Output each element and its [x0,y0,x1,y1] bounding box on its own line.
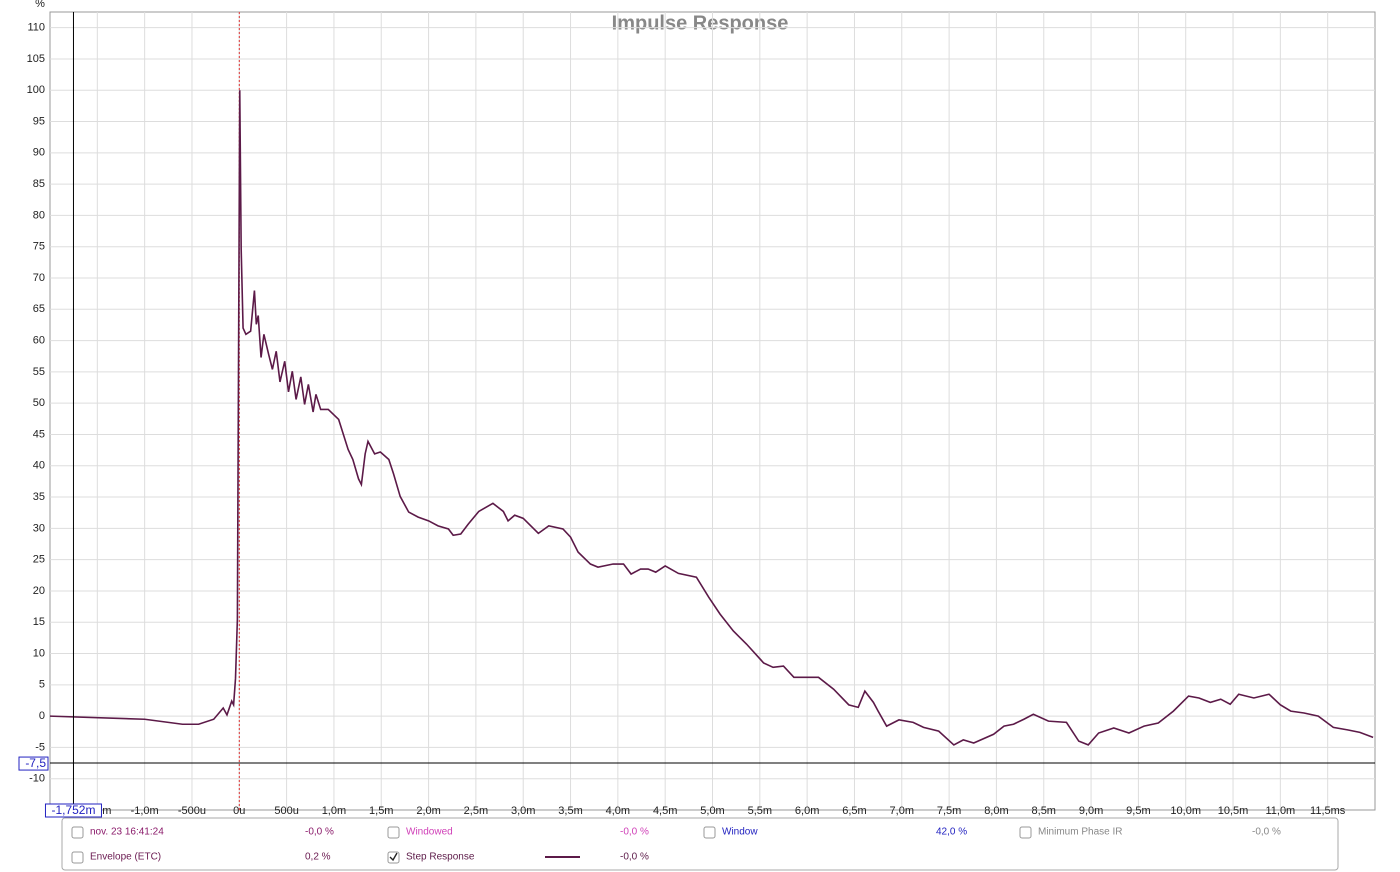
checkbox[interactable] [71,826,84,839]
x-tick-label: 0u [233,805,245,817]
y-tick-label: 50 [33,397,45,409]
checkbox[interactable] [387,826,400,839]
y-tick-label: 95 [33,115,45,127]
y-tick-label: -10 [29,773,45,785]
y-tick-label: 0 [39,710,45,722]
x-tick-label: 9,0m [1079,805,1103,817]
legend-label: nov. 23 16:41:24 [90,827,164,838]
x-tick-label: 8,5m [1032,805,1056,817]
y-tick-label: 15 [33,616,45,628]
x-tick-label: -500u [178,805,206,817]
x-tick-label: 2,5m [464,805,488,817]
x-tick-label: 6,0m [795,805,819,817]
y-tick-label: 55 [33,366,45,378]
y-tick-label: 35 [33,491,45,503]
x-tick-label: 6,5m [842,805,866,817]
x-tick-label: 5,0m [700,805,724,817]
y-tick-label: 80 [33,209,45,221]
x-tick-label: 1,5m [369,805,393,817]
checkbox[interactable] [71,851,84,864]
y-unit: % [35,0,45,10]
x-tick-label: 1,0m [322,805,346,817]
x-tick-label: 4,5m [653,805,677,817]
y-tick-label: 105 [27,53,45,65]
legend-label: Envelope (ETC) [90,852,161,863]
x-tick-label: 4,0m [606,805,630,817]
legend-value: -0,0 % [1252,827,1281,838]
y-tick-label: 85 [33,178,45,190]
y-tick-label: 40 [33,460,45,472]
x-tick-label: -1,0m [131,805,159,817]
legend-value: 42,0 % [936,827,967,838]
cursor-x-label: -1,752m [51,803,95,817]
y-tick-label: 30 [33,522,45,534]
y-tick-label: 75 [33,241,45,253]
x-tick-label: 11,0m [1265,805,1295,817]
checkmark [389,852,398,862]
y-tick-label: 20 [33,585,45,597]
x-tick-label: 5,5m [748,805,772,817]
cursor-y-box [18,756,49,771]
x-tick-label: 3,0m [511,805,535,817]
x-tick-label: 7,5m [937,805,961,817]
legend-label: Step Response [406,852,475,863]
legend-label: Minimum Phase IR [1038,827,1122,838]
y-tick-label: 65 [33,303,45,315]
y-tick-label: 90 [33,147,45,159]
cursor-x-box [44,803,102,818]
series-line [49,90,1374,746]
cursor-y-label: -7,5 [25,756,46,770]
chart-title: Impulse Response [612,12,789,34]
y-tick-label: 110 [27,22,45,34]
x-tick-label: 10,0m [1170,805,1201,817]
x-tick-label: 3,5m [558,805,582,817]
legend-label: Window [722,827,758,838]
x-tick-label: 9,5m [1126,805,1150,817]
legend-value: -0,0 % [620,827,649,838]
y-tick-label: -5 [35,741,45,753]
y-tick-label: 70 [33,272,45,284]
legend-value: -0,0 % [305,827,334,838]
y-tick-label: 100 [27,84,45,96]
y-tick-label: 45 [33,428,45,440]
y-tick-label: 25 [33,554,45,566]
x-tick-label: 2,0m [416,805,440,817]
legend-box [61,817,1339,871]
x-tick-label: 7,0m [890,805,914,817]
legend-value: 0,2 % [305,852,331,863]
checkbox[interactable] [703,826,716,839]
y-tick-label: 60 [33,334,45,346]
x-tick-label: 500u [274,805,298,817]
y-tick-label: 5 [39,679,45,691]
legend-value: -0,0 % [620,852,649,863]
x-tick-label: 10,5m [1218,805,1249,817]
y-tick-label: 10 [33,647,45,659]
checkbox[interactable] [1019,826,1032,839]
x-tick-label: 11,5ms [1310,805,1346,817]
x-tick-label: 8,0m [984,805,1008,817]
legend-label: Windowed [406,827,453,838]
